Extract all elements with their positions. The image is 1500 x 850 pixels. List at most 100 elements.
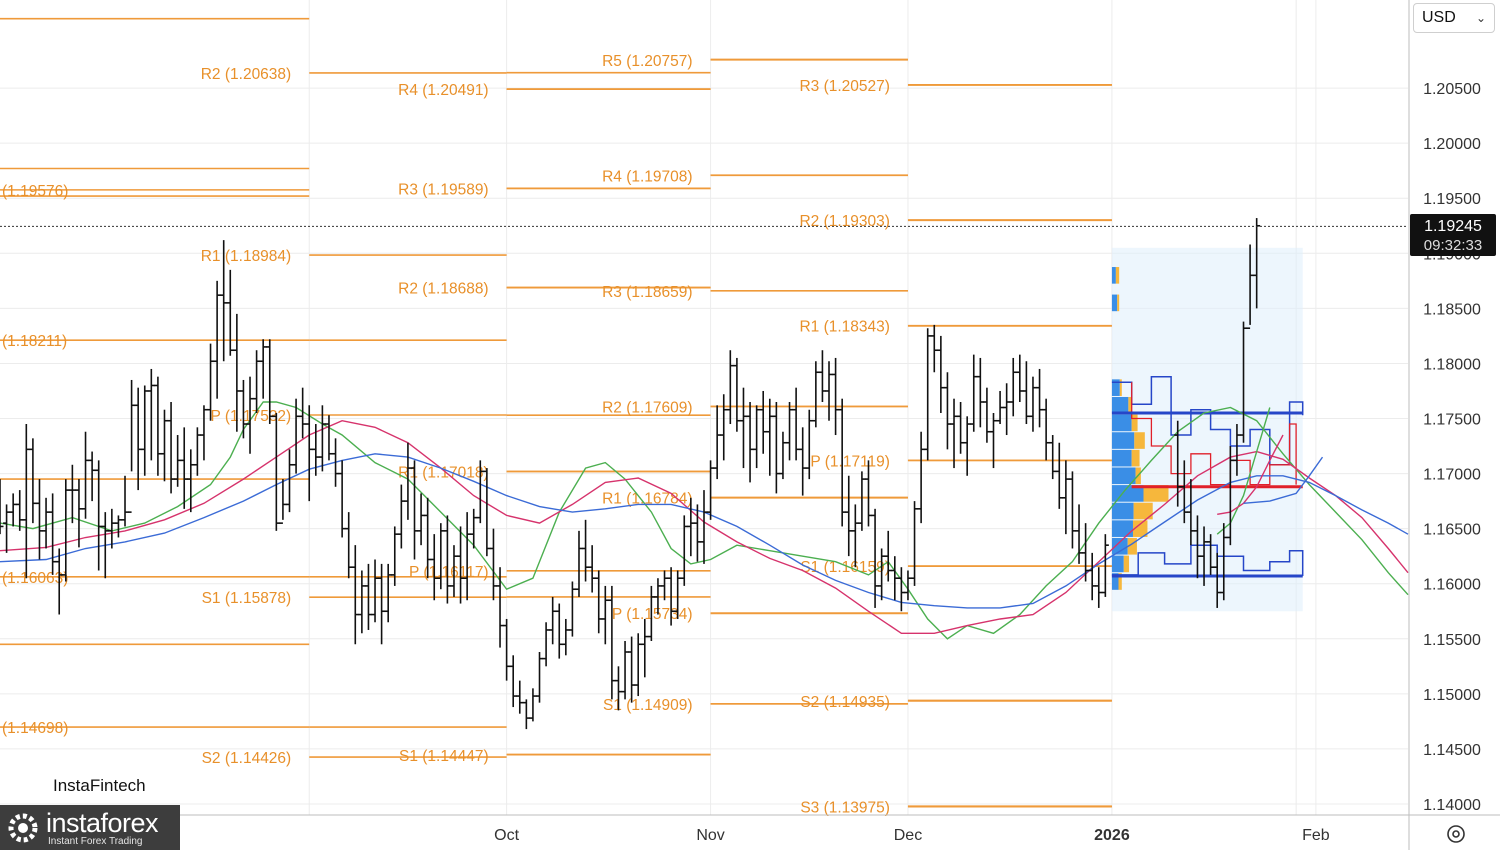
ohlc-bar: [299, 387, 307, 439]
ohlc-bar: [174, 435, 182, 487]
ohlc-bar: [1101, 534, 1109, 597]
ohlc-bar: [1220, 523, 1228, 601]
ohlc-bar: [384, 563, 392, 623]
ohlc-bar: [582, 519, 590, 582]
ohlc-bar: [641, 618, 649, 678]
volume-bar-blue: [1111, 555, 1124, 573]
ohlc-bar: [575, 530, 583, 597]
ohlc-bar: [838, 398, 846, 527]
ohlc-bar: [272, 413, 280, 531]
moving-average-tail: [1243, 456, 1324, 504]
pivot-label: R3 (1.19589): [398, 181, 488, 198]
pivot-label: R5 (1.20757): [602, 53, 692, 70]
volume-bar-blue: [1111, 396, 1129, 414]
volume-bar-blue: [1111, 537, 1128, 555]
volume-bar-blue: [1111, 267, 1116, 284]
ohlc-bar: [970, 354, 978, 432]
pivot-label: R2 (1.19303): [799, 213, 889, 230]
pivot-label: S1 (1.16159): [800, 559, 890, 576]
ohlc-bar: [292, 398, 300, 474]
ohlc-bar: [200, 405, 208, 461]
pivot-label: (1.19576): [2, 183, 68, 200]
pivot-label: R1 (1.18343): [799, 319, 889, 336]
ohlc-bar: [1095, 567, 1103, 608]
ohlc-bar: [825, 361, 833, 421]
ohlc-bar: [983, 387, 991, 443]
ohlc-bar: [226, 269, 234, 356]
pivot-label: P (1.17532): [211, 408, 292, 425]
ohlc-bar: [266, 339, 274, 425]
pivot-label: R4 (1.19708): [602, 168, 692, 185]
y-tick-label: 1.19500: [1423, 191, 1481, 208]
ohlc-bar: [1193, 515, 1201, 579]
instafintech-watermark: InstaFintech: [43, 772, 169, 800]
pivot-label: S1 (1.15878): [202, 590, 292, 607]
ohlc-bar: [1016, 354, 1024, 402]
ohlc-bar: [75, 479, 83, 548]
ohlc-bar: [930, 324, 938, 373]
y-tick-label: 1.15500: [1423, 632, 1481, 649]
ohlc-bar: [693, 504, 701, 562]
poc-step-line: [1131, 382, 1297, 486]
ohlc-bar: [786, 401, 794, 461]
ohlc-bar: [134, 387, 142, 491]
settings-icon[interactable]: [1445, 823, 1467, 845]
ohlc-bar: [1174, 420, 1182, 507]
ohlc-bar: [634, 633, 642, 697]
y-tick-label: 1.17500: [1423, 412, 1481, 429]
ohlc-bar: [470, 508, 478, 549]
volume-bar-orange: [1117, 294, 1120, 312]
current-price-tag: 1.19245 09:32:33: [1410, 214, 1496, 256]
ohlc-bar: [549, 596, 557, 645]
ohlc-bar: [476, 460, 484, 524]
ohlc-bar: [29, 438, 37, 524]
ohlc-bar: [904, 570, 912, 601]
volume-bar-blue: [1111, 520, 1133, 537]
y-tick-label: 1.20500: [1423, 81, 1481, 98]
pivot-label: R2 (1.20638): [201, 66, 291, 83]
pivot-label: R2 (1.17609): [602, 400, 692, 417]
ohlc-bar: [253, 350, 261, 414]
instaforex-watermark: instaforex Instant Forex Trading: [0, 805, 180, 850]
ohlc-bar: [1055, 442, 1063, 509]
ohlc-bar: [746, 401, 754, 483]
ohlc-bar: [996, 390, 1004, 425]
ohlc-bar: [496, 567, 504, 648]
pivot-label: R4 (1.20491): [398, 82, 488, 99]
ohlc-bar: [1226, 446, 1234, 546]
ohlc-bar: [1068, 471, 1076, 549]
ohlc-bar: [766, 398, 774, 476]
ohlc-bar: [864, 460, 872, 527]
ohlc-bar: [114, 515, 122, 538]
ohlc-bar: [1240, 321, 1248, 443]
ohlc-bar: [917, 431, 925, 524]
volume-bar-orange: [1123, 555, 1130, 573]
chevron-down-icon: ⌄: [1475, 11, 1486, 25]
pivot-label: R3 (1.18659): [602, 284, 692, 301]
currency-select[interactable]: USD ⌄: [1413, 3, 1495, 33]
ohlc-bar: [338, 460, 346, 538]
y-tick-label: 1.18500: [1423, 301, 1481, 318]
ohlc-bar: [897, 567, 905, 612]
ohlc-bar: [536, 652, 544, 703]
ohlc-bar: [871, 508, 879, 608]
ohlc-bar: [891, 556, 899, 601]
ohlc-bar: [16, 490, 24, 531]
ohlc-bar: [687, 497, 695, 557]
ohlc-bar: [713, 405, 721, 480]
volume-bar-blue: [1111, 432, 1135, 449]
ohlc-bar: [1042, 398, 1050, 461]
ohlc-bar: [989, 413, 997, 469]
ohlc-bar: [285, 449, 293, 513]
ohlc-bar: [851, 504, 859, 568]
ohlc-bar: [529, 688, 537, 722]
volume-bar-blue: [1111, 294, 1118, 312]
ohlc-bar: [160, 409, 168, 482]
ohlc-bar: [1075, 504, 1083, 564]
ohlc-bar: [42, 497, 50, 549]
volume-bar-orange: [1133, 502, 1153, 520]
pivot-label: P (1.15734): [612, 606, 693, 623]
ohlc-bar: [437, 523, 445, 590]
